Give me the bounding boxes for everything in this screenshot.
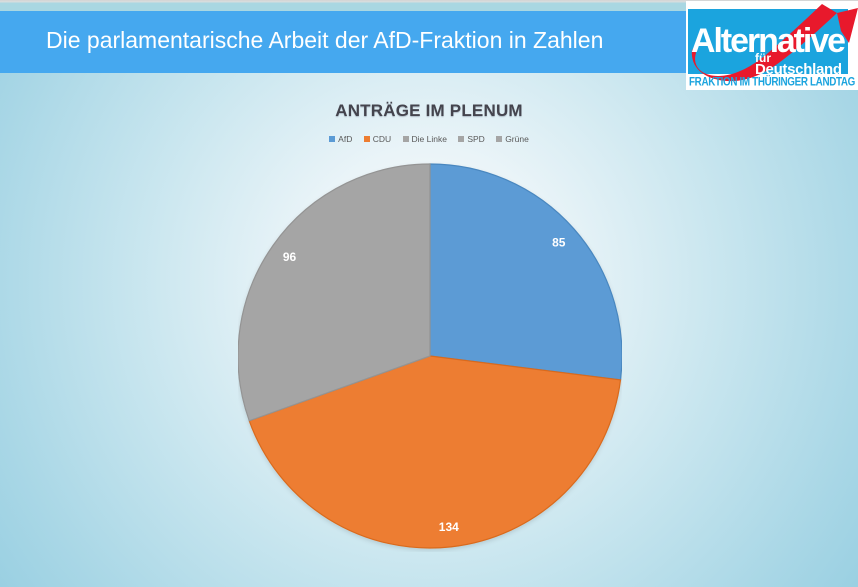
svg-text:134: 134	[439, 520, 459, 534]
svg-text:85: 85	[552, 235, 566, 249]
svg-text:96: 96	[283, 250, 297, 264]
svg-text:FRAKTION IM THÜRINGER LANDTAG: FRAKTION IM THÜRINGER LANDTAG	[689, 76, 855, 89]
svg-text:Deutschland: Deutschland	[755, 61, 842, 78]
